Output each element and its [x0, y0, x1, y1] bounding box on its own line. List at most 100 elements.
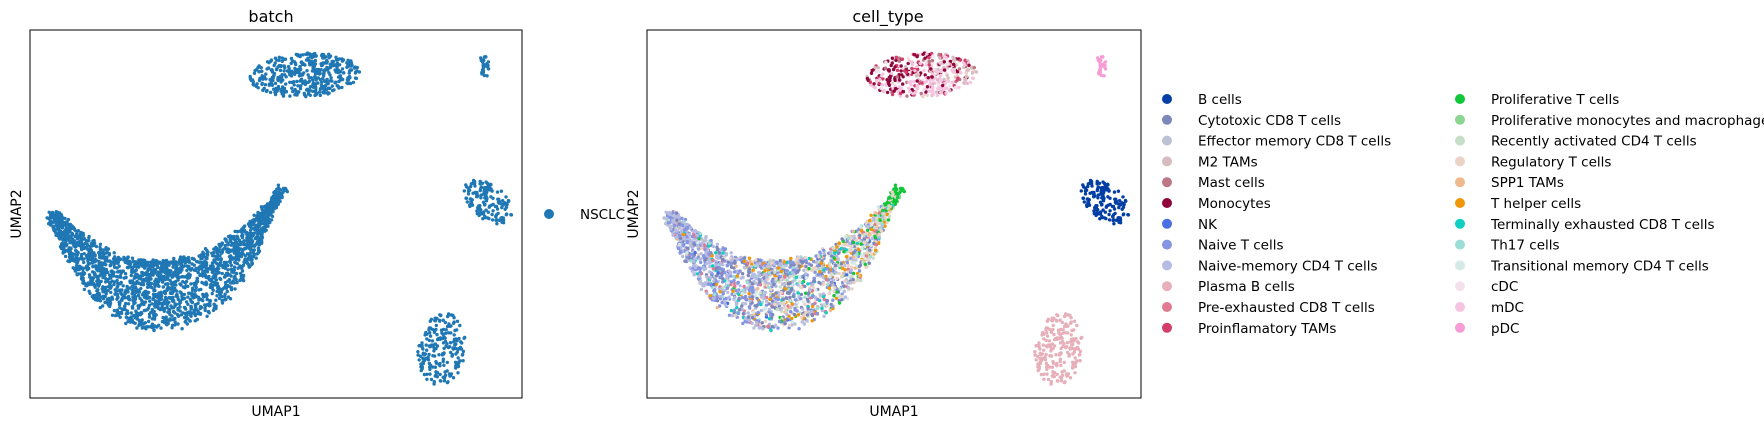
- scatter-point: [212, 272, 216, 276]
- scatter-point: [273, 61, 277, 65]
- scatter-point: [928, 82, 932, 87]
- scatter-point: [289, 61, 293, 66]
- scatter-point: [75, 260, 79, 264]
- legend: NSCLC: [544, 207, 625, 223]
- scatter-point: [501, 199, 505, 203]
- scatter-point: [148, 299, 152, 303]
- scatter-point: [207, 311, 211, 315]
- scatter-point: [223, 237, 227, 241]
- scatter-point: [263, 221, 267, 226]
- scatter-point: [305, 69, 309, 73]
- scatter-point: [179, 291, 183, 295]
- scatter-point: [308, 93, 312, 98]
- scatter-point: [340, 85, 344, 90]
- scatter-point: [501, 218, 506, 222]
- scatter-point: [66, 223, 71, 227]
- scatter-point: [171, 295, 175, 300]
- scatter-point: [166, 321, 170, 326]
- scatter-point: [944, 56, 948, 60]
- scatter-point: [440, 336, 445, 341]
- scatter-point: [481, 68, 486, 73]
- scatter-point: [238, 252, 242, 257]
- scatter-point: [243, 254, 247, 258]
- scatter-point: [417, 358, 421, 362]
- scatter-point: [438, 313, 443, 318]
- scatter-point: [1034, 344, 1038, 348]
- scatter-point: [276, 199, 280, 203]
- scatter-point: [125, 259, 130, 263]
- scatter-point: [162, 309, 166, 313]
- scatter-point: [150, 307, 155, 312]
- scatter-point: [153, 301, 157, 306]
- scatter-point: [715, 305, 719, 310]
- scatter-point: [1085, 204, 1089, 209]
- scatter-point: [184, 307, 188, 311]
- scatter-point: [1098, 68, 1103, 73]
- scatter-point: [870, 68, 874, 73]
- scatter-point: [441, 351, 445, 356]
- scatter-point: [197, 266, 201, 271]
- scatter-point: [353, 71, 358, 75]
- scatter-point: [1061, 331, 1065, 335]
- scatter-point: [263, 215, 268, 219]
- scatter-point: [321, 76, 325, 80]
- scatter-point: [263, 83, 268, 87]
- scatter-point: [927, 63, 931, 67]
- scatter-point: [273, 81, 278, 86]
- scatter-point: [179, 283, 183, 287]
- scatter-point: [131, 299, 135, 303]
- scatter-point: [160, 319, 165, 324]
- scatter-point: [353, 76, 358, 80]
- scatter-point: [1034, 358, 1038, 362]
- scatter-point: [112, 270, 116, 275]
- scatter-point: [255, 232, 260, 236]
- scatter-point: [205, 297, 209, 302]
- scatter-point: [324, 83, 328, 88]
- scatter-point: [201, 250, 205, 254]
- scatter-point: [142, 302, 146, 307]
- scatter-point: [54, 211, 58, 215]
- scatter-point: [91, 294, 96, 298]
- scatter-point: [205, 251, 209, 256]
- scatter-point: [1051, 370, 1055, 374]
- scatter-point: [456, 371, 460, 375]
- scatter-point: [88, 291, 92, 296]
- scatter-point: [168, 269, 172, 273]
- scatter-point: [876, 66, 880, 70]
- scatter-point: [82, 260, 86, 265]
- scatter-point: [434, 323, 438, 328]
- scatter-point: [454, 342, 458, 346]
- scatter-point: [140, 326, 144, 330]
- scatter-point: [229, 286, 234, 290]
- scatter-point: [270, 196, 274, 200]
- scatter-point: [171, 309, 176, 314]
- scatter-point: [204, 292, 209, 296]
- scatter-point: [910, 66, 914, 71]
- scatter-point: [945, 79, 949, 83]
- scatter-point: [250, 261, 254, 265]
- scatter-point: [895, 75, 899, 79]
- scatter-point: [275, 187, 279, 191]
- scatter-point: [469, 197, 473, 201]
- scatter-point: [245, 233, 249, 237]
- scatter-point: [746, 273, 750, 278]
- scatter-point: [278, 68, 283, 73]
- scatter-point: [964, 71, 968, 75]
- scatter-point: [1056, 379, 1060, 383]
- scatter-point: [801, 319, 805, 324]
- scatter-point: [68, 240, 72, 245]
- scatter-point: [496, 200, 501, 204]
- scatter-point: [909, 80, 913, 84]
- scatter-point: [66, 259, 70, 263]
- scatter-point: [60, 233, 65, 237]
- scatter-point: [893, 77, 897, 81]
- scatter-point: [292, 60, 297, 64]
- scatter-point: [451, 313, 455, 318]
- scatter-point: [479, 193, 483, 197]
- scatter-point: [137, 290, 142, 294]
- scatter-point: [178, 309, 182, 313]
- scatter-point: [314, 82, 318, 86]
- scatter-point: [880, 83, 885, 87]
- scatter-point: [215, 251, 220, 255]
- scatter-point: [1104, 216, 1108, 221]
